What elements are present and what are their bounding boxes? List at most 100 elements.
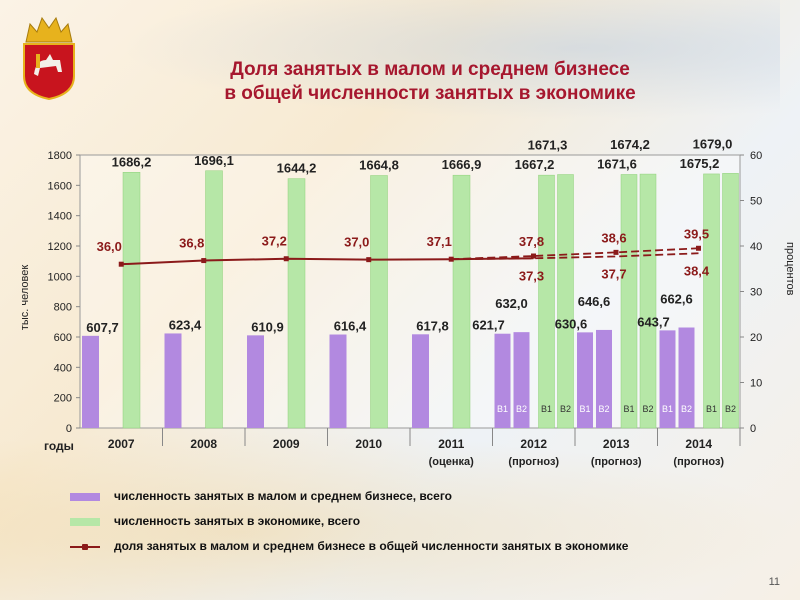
line-point-share: [118, 261, 124, 267]
bar-small-business-v1: [659, 330, 676, 428]
legend-item-share: доля занятых в малом и среднем бизнесе в…: [70, 537, 770, 555]
x-tick-sublabel: (прогноз): [508, 456, 559, 468]
variant-tag: В1: [706, 404, 717, 414]
y-tick-label-right: 0: [750, 423, 756, 435]
variant-tag: В2: [681, 404, 692, 414]
data-label-share-v1: 37,7: [601, 266, 626, 281]
data-label-small-business: 610,9: [251, 319, 284, 334]
bar-small-business: [247, 335, 264, 428]
variant-tag: В1: [662, 404, 673, 414]
bar-small-business: [164, 333, 182, 428]
bar-economy-v1: [620, 174, 638, 429]
bar-small-business-v2: [596, 329, 612, 428]
line-point-share-v2: [613, 249, 619, 255]
data-label-economy: 1696,1: [194, 153, 234, 168]
data-label-economy-v1: 1671,6: [597, 156, 637, 171]
data-label-small-business-v1: 621,7: [472, 318, 505, 333]
data-label-small-business-v2: 662,6: [660, 292, 693, 307]
data-label-economy-v2: 1674,2: [610, 137, 650, 152]
data-label-small-business: 607,7: [86, 320, 119, 335]
data-label-share: 37,1: [427, 234, 452, 249]
data-label-economy: 1664,8: [359, 158, 399, 173]
series-line-share-v1: [451, 252, 699, 261]
legend-item-economy: численность занятых в экономике, всего: [70, 512, 770, 530]
variant-tag: В1: [497, 404, 508, 414]
x-tick-label: 2008: [190, 437, 217, 451]
legend-label-economy: численность занятых в экономике, всего: [114, 514, 361, 528]
bar-economy-v2: [722, 173, 739, 429]
slide-title: Доля занятых в малом и среднем бизнесе в…: [0, 58, 800, 106]
bar-economy: [287, 178, 306, 429]
data-label-share: 37,2: [262, 234, 287, 249]
coat-of-arms-icon: [23, 16, 75, 100]
x-tick-label: 2010: [355, 437, 382, 451]
y-tick-label-left: 1400: [48, 211, 72, 223]
x-tick-label: 2007: [108, 437, 135, 451]
y-tick-label-left: 400: [54, 362, 72, 374]
y-tick-label-left: 800: [54, 302, 72, 314]
legend-swatch-economy: [70, 517, 100, 526]
data-label-small-business-v2: 632,0: [495, 296, 528, 311]
variant-tag: В2: [560, 404, 571, 414]
bar-economy-v2: [639, 173, 657, 429]
data-label-share-v1: 37,3: [519, 268, 544, 283]
line-point-share-v2: [696, 245, 701, 251]
data-label-economy: 1686,2: [112, 154, 152, 169]
bar-economy-v1: [703, 173, 720, 429]
bar-economy: [205, 170, 223, 429]
data-label-share-v2: 37,8: [519, 234, 544, 249]
chart: 0 200 400 600 800 1000 1200 1400 1600 1800 0 10 20 30…: [19, 136, 796, 468]
bar-small-business-v1: [494, 333, 511, 428]
data-label-share-v2: 38,6: [601, 230, 626, 245]
y-tick-label-right: 50: [750, 196, 762, 208]
bar-economy-v2: [557, 174, 574, 429]
legend-item-small-business: численность занятых в малом и среднем би…: [70, 487, 770, 505]
bar-small-business: [329, 334, 347, 428]
series-line-share-v2: [451, 247, 699, 261]
x-axis-prefix-label: годы: [44, 439, 74, 453]
variant-tag: В1: [541, 404, 552, 414]
variant-tag: В2: [598, 404, 609, 414]
x-tick-sublabel: (оценка): [429, 456, 475, 468]
data-label-economy-v1: 1667,2: [515, 157, 555, 172]
bar-economy: [122, 172, 141, 429]
variant-tag: В1: [579, 404, 590, 414]
data-label-small-business: 623,4: [169, 317, 202, 332]
y-tick-label-left: 200: [54, 393, 72, 405]
x-tick-label: 2013: [603, 437, 630, 451]
data-label-share: 36,0: [97, 239, 122, 254]
data-label-economy: 1666,9: [442, 157, 482, 172]
data-label-economy-v2: 1671,3: [528, 138, 568, 153]
bar-small-business-v2: [513, 332, 530, 428]
y-tick-label-left: 0: [66, 423, 72, 435]
data-label-share: 36,8: [179, 236, 204, 251]
legend-swatch-share: [70, 543, 100, 550]
y-tick-label-right: 20: [750, 332, 762, 344]
data-label-economy-v1: 1675,2: [680, 156, 720, 171]
data-label-share-v1: 38,4: [684, 263, 710, 278]
bar-small-business: [412, 334, 429, 428]
bar-small-business-v2: [678, 327, 695, 428]
data-label-share: 37,0: [344, 235, 369, 250]
bar-economy: [370, 175, 388, 429]
legend-label-small-business: численность занятых в малом и среднем би…: [114, 489, 453, 503]
x-tick-label: 2014: [685, 437, 712, 451]
variant-tag: В2: [642, 404, 653, 414]
data-label-share-v2: 39,5: [684, 226, 709, 241]
bar-small-business-v1: [577, 332, 593, 428]
y-tick-label-left: 1000: [48, 271, 72, 283]
legend-swatch-small-business: [70, 492, 100, 501]
y-tick-label-left: 1800: [48, 150, 72, 162]
line-point-share-v2: [531, 253, 536, 259]
y-tick-label-left: 1600: [48, 180, 72, 192]
x-tick-label: 2011: [438, 437, 464, 451]
data-label-economy-v2: 1679,0: [693, 136, 733, 151]
legend-label-share: доля занятых в малом и среднем бизнесе в…: [114, 539, 629, 553]
data-label-small-business: 617,8: [416, 318, 449, 333]
y-tick-label-left: 1200: [48, 241, 72, 253]
x-tick-label: 2012: [520, 437, 547, 451]
data-label-small-business: 616,4: [334, 319, 367, 334]
bar-economy-v1: [538, 174, 555, 429]
x-tick-sublabel: (прогноз): [591, 456, 642, 468]
data-label-small-business-v2: 646,6: [578, 294, 611, 309]
